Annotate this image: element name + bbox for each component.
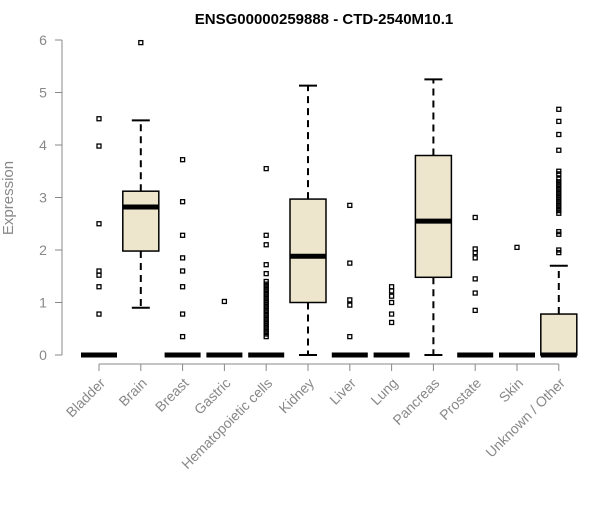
x-tick-label: Liver <box>326 375 359 408</box>
outlier-point <box>96 143 102 149</box>
outlier-point <box>263 262 269 268</box>
y-axis: 0 1 2 3 4 5 6 <box>39 32 63 363</box>
outlier-point <box>556 168 562 174</box>
x-tick-label: Kidney <box>276 375 318 417</box>
y-tick-label: 1 <box>39 295 47 311</box>
outlier-point <box>96 221 102 227</box>
outlier-point <box>556 106 562 112</box>
outlier-point <box>263 278 269 285</box>
y-tick-label: 3 <box>39 190 47 206</box>
outlier-point <box>179 157 186 163</box>
outlier-point <box>263 232 269 238</box>
box-9 <box>457 214 494 358</box>
outlier-point <box>96 272 102 278</box>
outlier-point <box>347 297 353 303</box>
x-tick-label: Lung <box>367 375 400 408</box>
outlier-point <box>472 276 478 282</box>
outlier-point <box>347 202 353 209</box>
outlier-point <box>556 147 562 153</box>
outlier-point <box>388 284 395 290</box>
outlier-point <box>179 232 186 238</box>
outlier-point <box>263 270 269 277</box>
outlier-point <box>388 319 395 326</box>
y-tick-label: 0 <box>39 347 47 363</box>
outlier-point <box>347 302 353 308</box>
outlier-point <box>556 176 562 182</box>
box-0 <box>81 116 117 358</box>
box-1 <box>122 39 160 309</box>
box-5 <box>289 84 327 356</box>
outlier-point <box>472 307 478 314</box>
outlier-point <box>347 333 353 340</box>
x-tick-label: Skin <box>496 375 527 406</box>
box-body <box>289 198 327 304</box>
outlier-point <box>556 228 562 235</box>
outlier-point <box>388 311 395 317</box>
box-body <box>540 313 578 356</box>
box-7 <box>373 284 410 358</box>
box-11 <box>540 106 578 358</box>
box-10 <box>499 244 535 358</box>
outlier-point <box>388 293 395 299</box>
outlier-point <box>138 39 144 46</box>
x-tick-label: Breast <box>152 375 192 415</box>
y-tick-label: 2 <box>39 242 47 258</box>
outlier-point <box>96 284 102 290</box>
outlier-point <box>556 247 562 253</box>
outlier-point <box>179 199 186 205</box>
x-tick-label: Bladder <box>63 375 109 421</box>
outlier-point <box>179 333 186 340</box>
outlier-point <box>472 214 478 221</box>
outlier-point <box>263 165 269 172</box>
y-tick-label: 5 <box>39 85 47 101</box>
outlier-point <box>96 116 102 122</box>
outlier-point <box>556 131 562 138</box>
chart-title: ENSG00000259888 - CTD-2540M10.1 <box>195 11 454 28</box>
outlier-point <box>472 290 478 296</box>
outlier-point <box>556 118 562 125</box>
box-2 <box>164 157 201 358</box>
outlier-point <box>179 284 186 290</box>
outlier-point <box>472 246 478 252</box>
box-4 <box>248 165 285 358</box>
outlier-point <box>96 268 102 274</box>
outlier-point <box>179 311 186 317</box>
x-tick-label: Prostate <box>436 375 484 423</box>
outlier-point <box>514 244 520 251</box>
box-body <box>414 154 453 279</box>
outlier-point <box>221 298 228 305</box>
outlier-point <box>388 288 395 294</box>
box-body <box>122 190 160 252</box>
outlier-point <box>347 260 353 266</box>
x-tick-label: Brain <box>115 375 149 409</box>
box-8 <box>414 78 453 356</box>
outlier-point <box>179 255 186 261</box>
outlier-point <box>96 311 102 317</box>
outlier-point <box>179 268 186 274</box>
outlier-point <box>263 242 269 248</box>
y-tick-label: 6 <box>39 32 47 48</box>
y-tick-label: 4 <box>39 137 47 153</box>
box-6 <box>331 202 368 358</box>
outlier-point <box>388 299 395 306</box>
boxes-group <box>81 39 578 358</box>
y-axis-label: Expression <box>0 161 17 235</box>
box-3 <box>206 298 243 358</box>
outlier-point <box>472 255 478 261</box>
x-tick-label: Unknown / Other <box>482 375 568 461</box>
